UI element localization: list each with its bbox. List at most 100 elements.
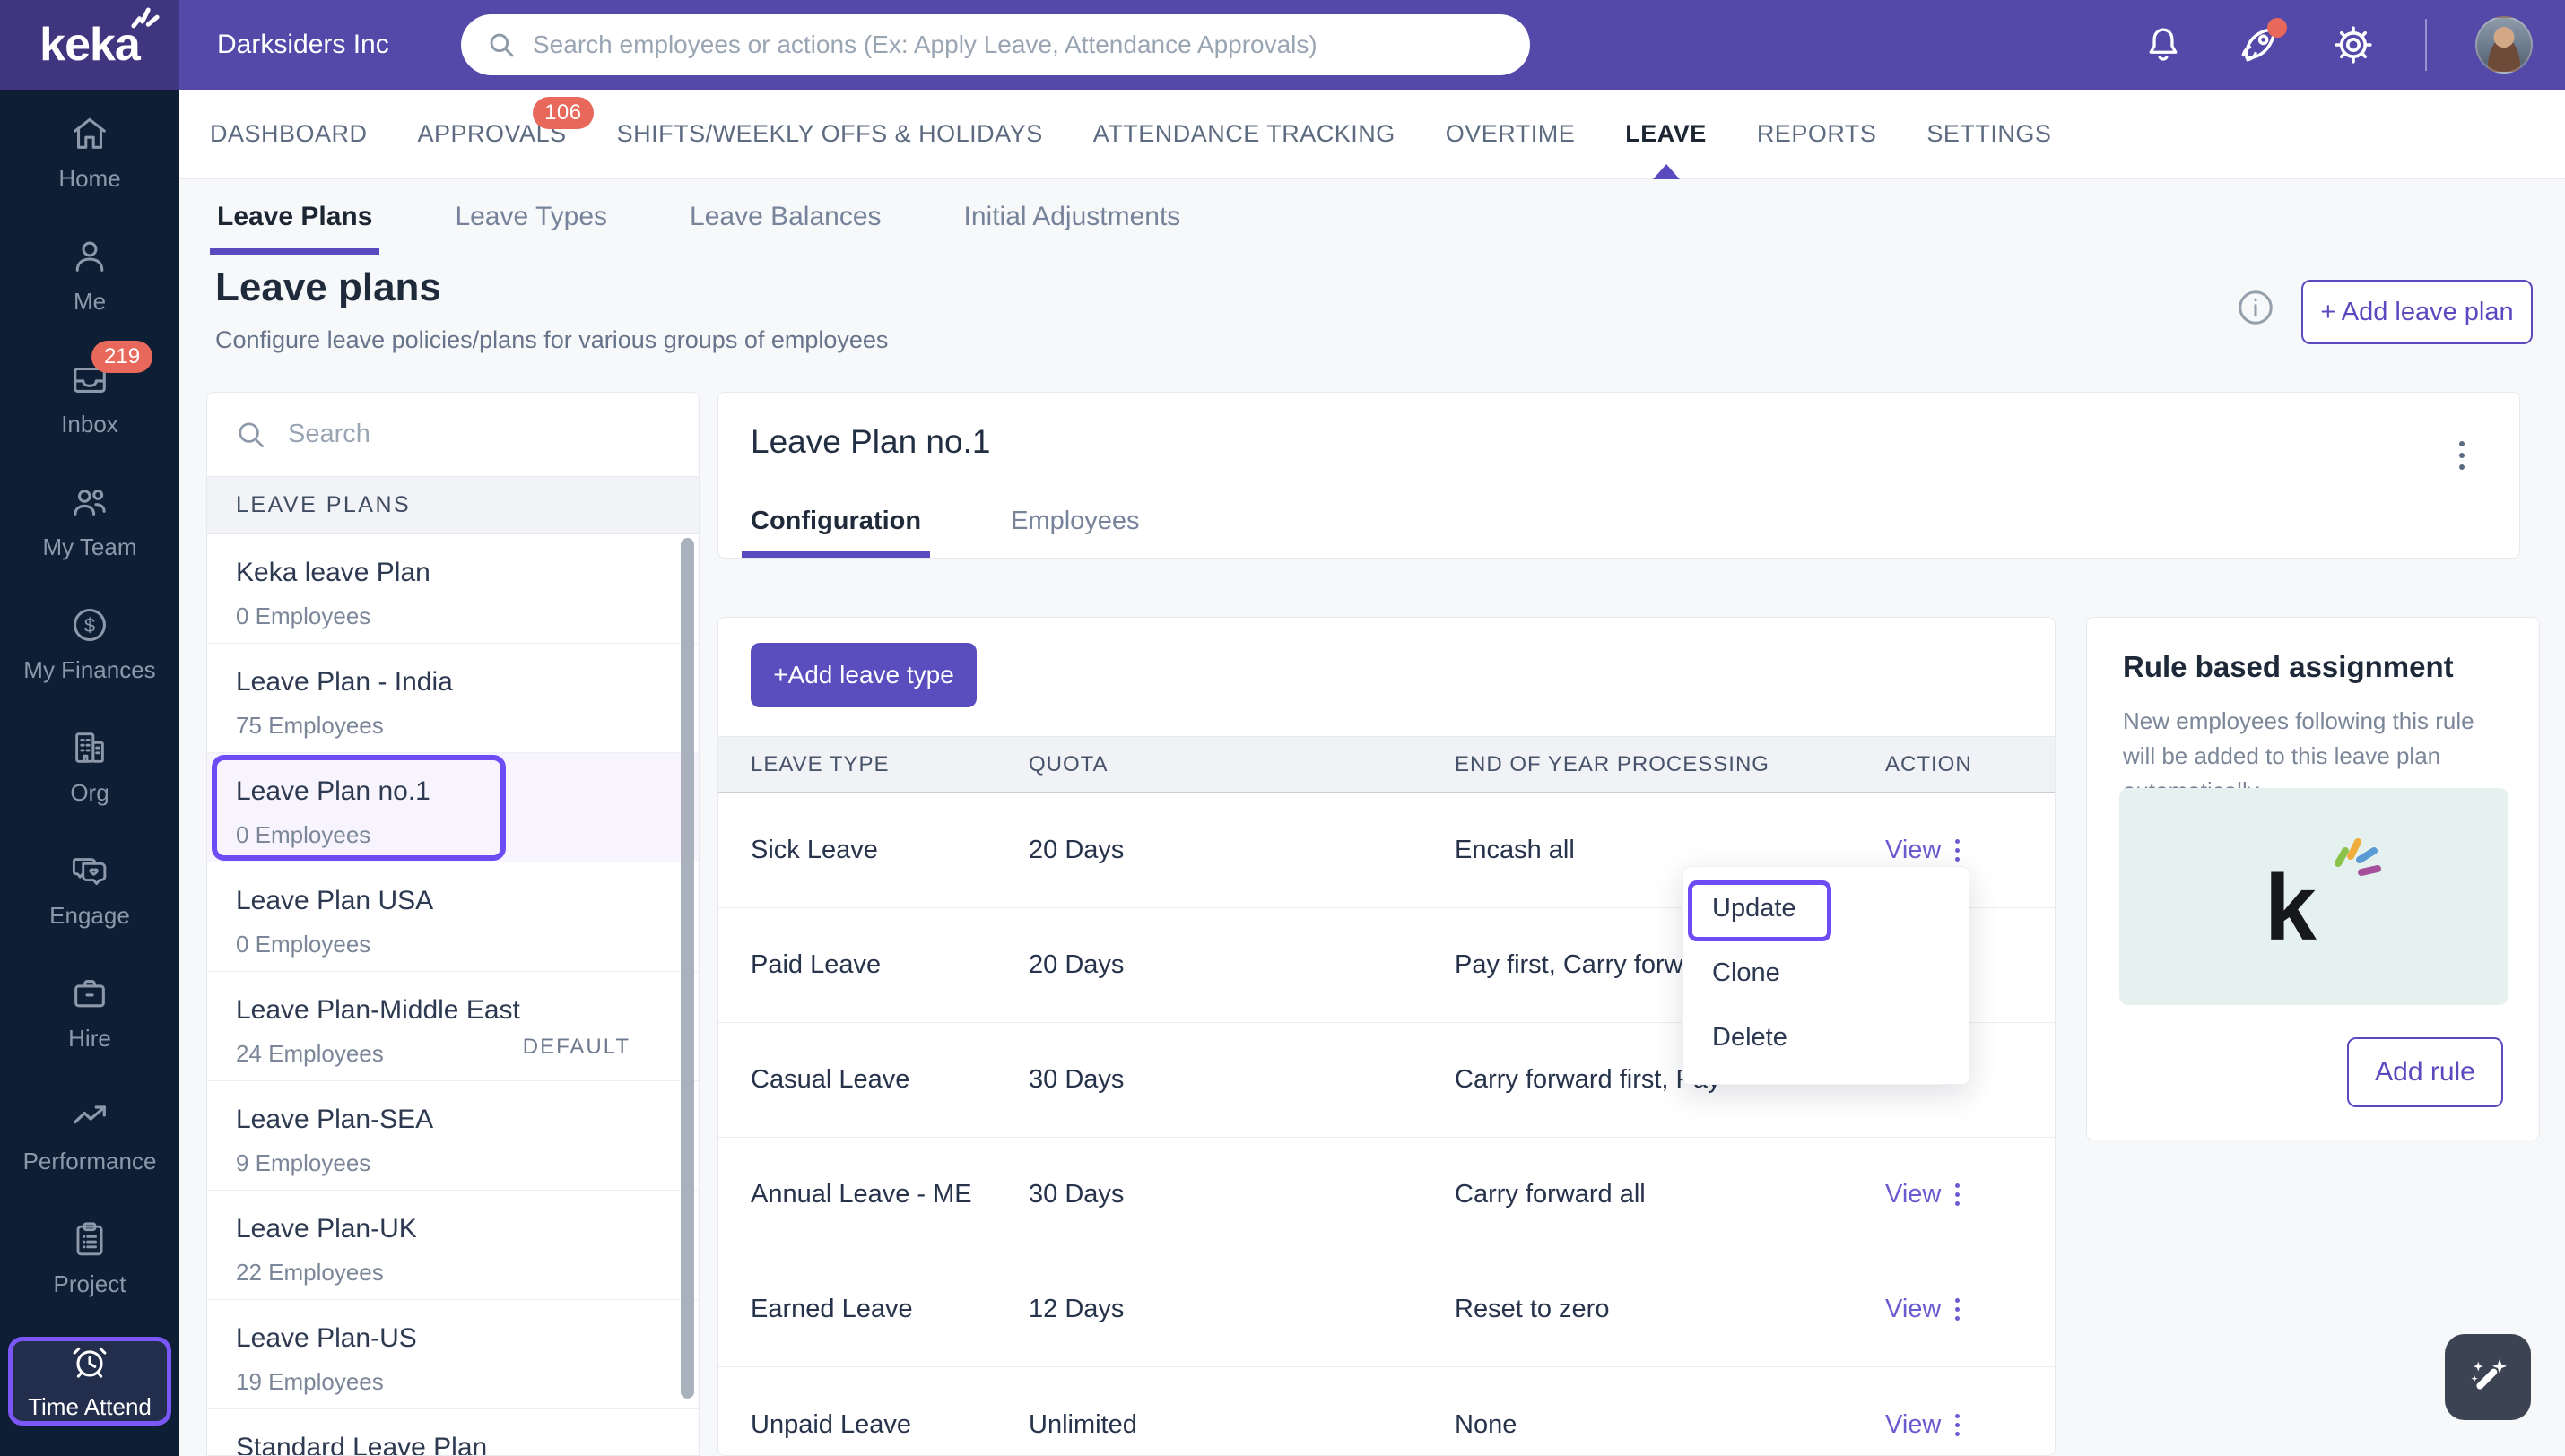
tab-settings[interactable]: SETTINGS — [1926, 120, 2052, 147]
topbar-icons — [2140, 0, 2533, 90]
sidebar-label: Me — [73, 288, 107, 315]
plans-search[interactable] — [207, 393, 699, 477]
list-item-plan[interactable]: Leave Plan - India 75 Employees — [207, 644, 699, 753]
global-search-input[interactable] — [533, 30, 1505, 59]
tab-reports[interactable]: REPORTS — [1756, 120, 1877, 147]
subtab-leave-types[interactable]: Leave Types — [455, 202, 608, 231]
rule-based-assignment-card: Rule based assignment New employees foll… — [2086, 617, 2540, 1140]
trend-icon — [74, 1105, 106, 1124]
topbar-divider — [2425, 19, 2427, 71]
plans-search-input[interactable] — [288, 420, 672, 449]
clipboard-icon — [76, 1222, 103, 1256]
list-item-plan[interactable]: Leave Plan-SEA 9 Employees — [207, 1081, 699, 1191]
rule-card-title: Rule based assignment — [2123, 650, 2454, 683]
tab-configuration[interactable]: Configuration — [741, 507, 931, 558]
tab-approvals[interactable]: APPROVALS 106 — [418, 90, 594, 179]
plans-list-header: LEAVE PLANS — [207, 477, 699, 534]
tab-shifts[interactable]: SHIFTS/WEEKLY OFFS & HOLIDAYS — [616, 120, 1043, 147]
module-nav: DASHBOARD APPROVALS 106 SHIFTS/WEEKLY OFF… — [179, 90, 2565, 179]
rule-card-illustration: k — [2119, 788, 2508, 1005]
sidebar-item-home[interactable]: Home — [5, 91, 174, 214]
sidebar-item-org[interactable]: Org — [5, 706, 174, 828]
inbox-count-badge: 219 — [91, 341, 153, 373]
company-name: Darksiders Inc — [217, 30, 389, 59]
sidebar-item-inbox[interactable]: 219 Inbox — [5, 337, 174, 460]
tab-overtime[interactable]: OVERTIME — [1445, 120, 1576, 147]
table-row: Unpaid Leave Unlimited None View — [718, 1367, 2055, 1456]
add-rule-button[interactable]: Add rule — [2347, 1037, 2503, 1107]
sidebar-item-hire[interactable]: Hire — [5, 951, 174, 1074]
menu-item-delete[interactable]: Delete — [1712, 1022, 1787, 1052]
row-action[interactable]: View — [1885, 1180, 2022, 1209]
plan-detail-title: Leave Plan no.1 — [751, 423, 991, 460]
tab-dashboard[interactable]: DASHBOARD — [210, 120, 368, 147]
sidebar-item-my-team[interactable]: My Team — [5, 460, 174, 583]
team-icon — [74, 490, 106, 516]
approvals-count-badge: 106 — [533, 96, 594, 129]
sidebar-item-project[interactable]: Project — [5, 1197, 174, 1320]
row-action[interactable]: View — [1885, 1295, 2022, 1324]
row-kebab-icon[interactable] — [1955, 1413, 1961, 1436]
add-leave-type-button[interactable]: +Add leave type — [751, 643, 977, 707]
sidebar-label: Performance — [22, 1148, 157, 1174]
list-item-plan-selected[interactable]: Leave Plan no.1 0 Employees — [207, 753, 699, 862]
list-item-plan[interactable]: Leave Plan-US 19 Employees — [207, 1300, 699, 1409]
person-icon — [75, 241, 104, 272]
list-item-plan[interactable]: Keka leave Plan 0 Employees — [207, 534, 699, 644]
list-item-plan[interactable]: Leave Plan-Middle East 24 Employees DEFA… — [207, 972, 699, 1081]
keka-k-sparks-icon — [2335, 838, 2381, 876]
whats-new-button[interactable] — [2235, 18, 2287, 68]
sidebar-label: Hire — [68, 1025, 111, 1052]
leave-subnav: Leave Plans Leave Types Leave Balances I… — [179, 179, 2565, 255]
info-icon[interactable] — [2235, 287, 2276, 328]
plans-scrollbar[interactable] — [681, 538, 694, 1399]
sidebar-item-performance[interactable]: Performance — [5, 1074, 174, 1197]
settings-button[interactable] — [2330, 22, 2377, 68]
keka-logo-text: keka — [39, 19, 141, 71]
search-icon — [239, 421, 265, 447]
subtab-initial-adjustments[interactable]: Initial Adjustments — [963, 202, 1181, 231]
magic-wand-icon — [2471, 1358, 2507, 1390]
sidebar-label: My Finances — [23, 656, 156, 683]
keka-k-mark: k — [2265, 856, 2317, 960]
row-kebab-icon[interactable] — [1955, 839, 1961, 862]
subtab-leave-plans[interactable]: Leave Plans — [209, 179, 380, 255]
notifications-button[interactable] — [2140, 22, 2187, 68]
row-action[interactable]: View — [1885, 1410, 2022, 1440]
active-tab-caret — [1652, 163, 1680, 179]
page-title: Leave plans — [215, 265, 441, 309]
magic-wand-button[interactable] — [2445, 1334, 2531, 1420]
sidebar-item-me[interactable]: Me — [5, 214, 174, 337]
add-leave-plan-button[interactable]: + Add leave plan — [2301, 280, 2533, 344]
sidebar-label: Home — [58, 165, 121, 192]
topbar: keka Darksiders Inc — [0, 0, 2565, 90]
menu-item-update[interactable]: Update — [1712, 893, 1796, 923]
plan-kebab-menu-button[interactable] — [2444, 432, 2480, 479]
tab-leave[interactable]: LEAVE — [1625, 90, 1707, 179]
tab-attendance-tracking[interactable]: ATTENDANCE TRACKING — [1092, 120, 1396, 147]
global-search[interactable] — [461, 14, 1530, 75]
keka-logo[interactable]: keka — [0, 0, 179, 90]
row-kebab-icon[interactable] — [1955, 1298, 1961, 1321]
dollar-circle-icon: $ — [73, 608, 107, 642]
alarm-clock-icon — [73, 1347, 107, 1378]
leave-plans-panel: LEAVE PLANS Keka leave Plan 0 Employees … — [206, 392, 700, 1456]
sidebar-item-my-finances[interactable]: $ My Finances — [5, 583, 174, 706]
bell-icon — [2149, 28, 2178, 61]
subtab-leave-balances[interactable]: Leave Balances — [690, 202, 882, 231]
row-kebab-icon[interactable] — [1955, 1183, 1961, 1206]
user-avatar[interactable] — [2475, 16, 2533, 74]
sidebar-item-engage[interactable]: Engage — [5, 828, 174, 951]
list-item-plan[interactable]: Leave Plan USA 0 Employees — [207, 862, 699, 972]
plan-detail-tabs: Configuration Employees — [741, 507, 1140, 558]
row-context-menu: Update Clone Delete — [1682, 866, 1969, 1085]
list-item-plan[interactable]: Standard Leave Plan — [207, 1409, 699, 1455]
building-icon — [75, 732, 104, 763]
row-action[interactable]: View — [1885, 836, 2022, 865]
list-item-plan[interactable]: Leave Plan-UK 22 Employees — [207, 1191, 699, 1300]
svg-text:$: $ — [84, 614, 95, 637]
menu-item-clone[interactable]: Clone — [1712, 958, 1780, 987]
leave-table-header: LEAVE TYPE QUOTA END OF YEAR PROCESSING … — [718, 736, 2055, 793]
tab-employees[interactable]: Employees — [1011, 507, 1140, 535]
sidebar-item-time-attend[interactable]: Time Attend — [8, 1337, 171, 1426]
